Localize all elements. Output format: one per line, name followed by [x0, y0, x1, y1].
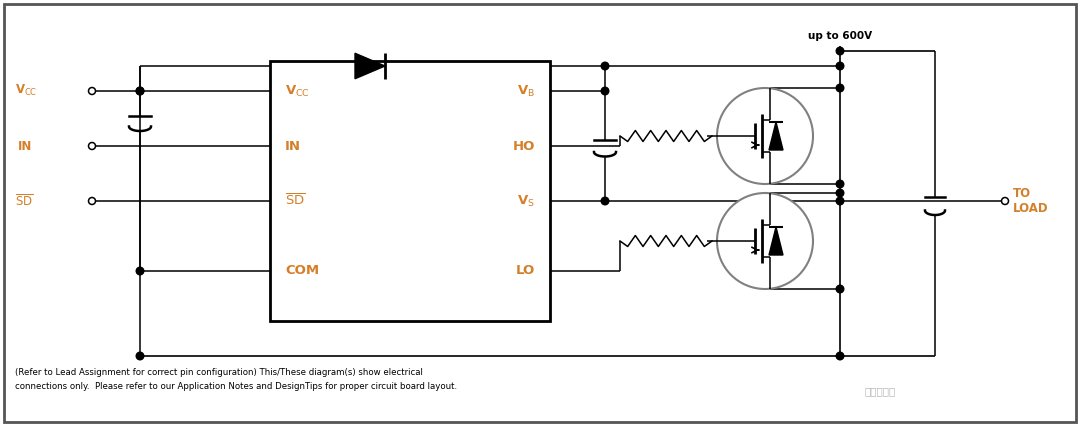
Circle shape: [89, 198, 95, 204]
Text: COM: COM: [285, 265, 319, 277]
Bar: [270, 61, 550, 321]
Circle shape: [136, 87, 144, 95]
Text: up to 600V: up to 600V: [808, 31, 872, 41]
Text: HO: HO: [513, 139, 535, 153]
Polygon shape: [769, 227, 783, 255]
Circle shape: [836, 352, 843, 360]
Circle shape: [717, 88, 813, 184]
Text: connections only.  Please refer to our Application Notes and DesignTips for prop: connections only. Please refer to our Ap…: [15, 382, 457, 391]
Circle shape: [836, 180, 843, 188]
Text: IN: IN: [18, 139, 32, 153]
Text: $\overline{\rm SD}$: $\overline{\rm SD}$: [285, 193, 306, 209]
Circle shape: [836, 84, 843, 92]
Circle shape: [836, 285, 843, 293]
Circle shape: [89, 87, 95, 95]
Circle shape: [136, 87, 144, 95]
Text: IN: IN: [285, 139, 301, 153]
Circle shape: [89, 143, 95, 150]
Circle shape: [836, 197, 843, 205]
Text: V$_{\rm CC}$: V$_{\rm CC}$: [285, 83, 310, 98]
Polygon shape: [355, 53, 384, 79]
Text: (Refer to Lead Assignment for correct pin configuration) This/These diagram(s) s: (Refer to Lead Assignment for correct pi…: [15, 368, 423, 377]
Text: V$_{\rm B}$: V$_{\rm B}$: [517, 83, 535, 98]
Circle shape: [136, 267, 144, 275]
Circle shape: [602, 197, 609, 205]
Circle shape: [836, 47, 843, 55]
Circle shape: [1001, 198, 1009, 204]
Text: V$_{\rm CC}$: V$_{\rm CC}$: [15, 83, 38, 98]
Polygon shape: [769, 122, 783, 150]
Circle shape: [602, 87, 609, 95]
Circle shape: [836, 189, 843, 197]
Text: V$_{\rm S}$: V$_{\rm S}$: [517, 193, 535, 209]
Text: 硬件笔记本: 硬件笔记本: [864, 386, 895, 396]
Text: $\overline{\rm SD}$: $\overline{\rm SD}$: [15, 193, 33, 209]
Circle shape: [717, 193, 813, 289]
Circle shape: [602, 62, 609, 70]
Circle shape: [136, 352, 144, 360]
Text: TO
LOAD: TO LOAD: [1013, 187, 1049, 215]
Circle shape: [836, 62, 843, 70]
Text: LO: LO: [516, 265, 535, 277]
